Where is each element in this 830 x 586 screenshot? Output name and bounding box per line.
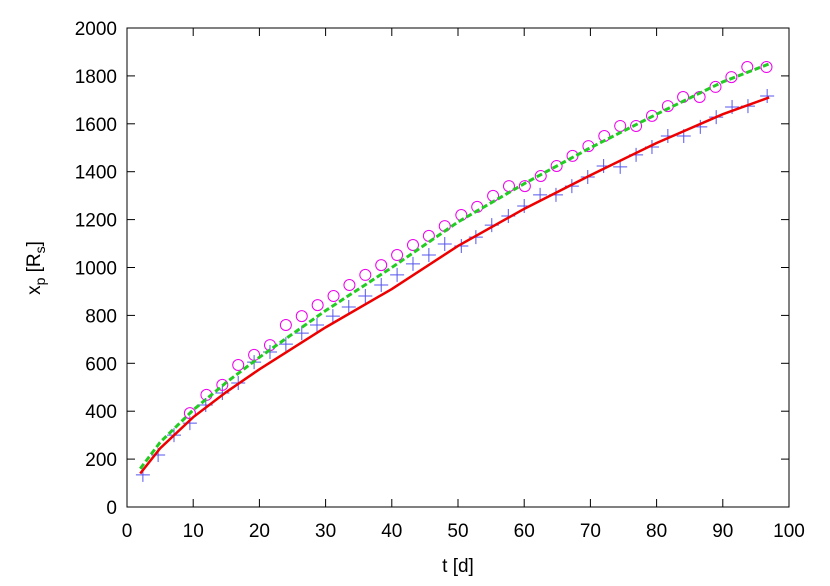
circle-point: [709, 80, 722, 93]
y-tick-label: 1600: [75, 115, 117, 136]
x-tick-label: 10: [183, 521, 204, 542]
y-label-part: [R: [24, 253, 45, 277]
circle-point: [502, 180, 515, 193]
plus-point: [341, 300, 356, 315]
y-label-part: p: [32, 277, 48, 285]
plus-point: [374, 277, 389, 292]
x-tick-label: 70: [580, 521, 601, 542]
x-tick-label: 30: [315, 521, 336, 542]
x-tick-label: 40: [381, 521, 402, 542]
x-tick-label: 20: [249, 521, 270, 542]
circle-point: [645, 109, 658, 122]
circle-point: [760, 61, 773, 74]
circle-point: [295, 310, 308, 323]
circle-point: [232, 358, 245, 371]
plus-point: [278, 337, 293, 352]
circle-point: [550, 159, 563, 172]
x-tick-label: 100: [773, 521, 805, 542]
plus-point: [390, 267, 405, 282]
plus-point: [358, 289, 373, 303]
circle-point: [375, 259, 388, 272]
circle-point: [518, 180, 531, 193]
y-tick-label: 1200: [75, 211, 117, 232]
circle-point: [725, 71, 738, 84]
circle-point: [216, 378, 229, 391]
circle-point: [391, 249, 404, 262]
x-tick-label: 80: [646, 521, 667, 542]
y-tick-label: 1800: [75, 67, 117, 88]
y-label-part: ]: [24, 241, 45, 246]
y-tick-label: 600: [85, 354, 117, 375]
y-tick-label: 200: [85, 450, 117, 471]
y-label-part: s: [32, 246, 48, 253]
circle-point: [406, 238, 419, 251]
circle-point: [359, 268, 372, 281]
fit-line: [139, 62, 770, 470]
circle-point: [343, 278, 356, 291]
plus-point: [613, 159, 628, 174]
x-tick-label: 90: [712, 521, 733, 542]
circle-point: [279, 318, 292, 331]
y-tick-label: 1000: [75, 259, 117, 280]
y-tick-label: 800: [85, 306, 117, 327]
plus-point: [325, 309, 340, 324]
y-tick-label: 1400: [75, 163, 117, 184]
plus-point: [437, 237, 452, 252]
circle-point: [630, 119, 643, 132]
circle-point: [327, 290, 340, 303]
circle-point: [534, 170, 547, 183]
plot-frame: [126, 27, 790, 508]
circle-point: [487, 189, 500, 202]
y-tick-label: 2000: [75, 19, 117, 40]
x-tick-label: 50: [447, 521, 468, 542]
y-tick-label: 0: [106, 498, 117, 519]
y-axis-label: xp [Rs]: [24, 241, 48, 295]
x-tick-label: 0: [122, 521, 133, 542]
plus-point: [405, 256, 420, 271]
x-axis-label: t [d]: [442, 556, 474, 577]
plus-point: [294, 326, 309, 341]
y-tick-label: 400: [85, 402, 117, 423]
y-label-part: x: [24, 285, 45, 295]
x-tick-label: 60: [514, 521, 535, 542]
circle-point: [311, 299, 324, 312]
plus-point: [760, 89, 775, 104]
plus-point: [421, 248, 436, 263]
plus-point: [309, 317, 324, 332]
fit-line: [139, 96, 770, 475]
